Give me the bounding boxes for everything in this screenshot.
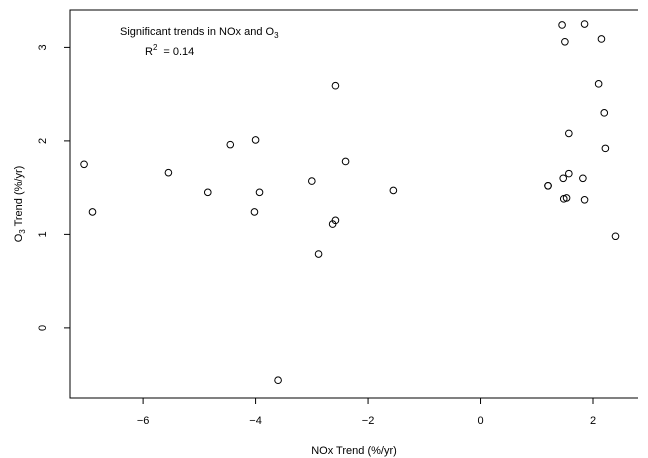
r-squared-value: = 0.14 xyxy=(163,46,194,58)
x-axis-title: NOx Trend (%/yr) xyxy=(311,445,397,457)
data-point xyxy=(255,188,264,197)
annotation-r-squared: R2 = 0.14 xyxy=(145,43,194,58)
y-axis-title-tail: Trend (%/yr) xyxy=(13,166,25,230)
annotation-title-subscript: 3 xyxy=(274,31,279,40)
data-point xyxy=(565,129,573,138)
data-point xyxy=(562,194,571,202)
data-point xyxy=(601,144,610,153)
data-point xyxy=(579,174,587,183)
annotation: Significant trends in NOx and O3 R2 = 0.1… xyxy=(120,26,279,58)
data-point xyxy=(308,177,316,185)
data-point xyxy=(314,250,323,258)
data-point xyxy=(561,37,569,46)
data-point xyxy=(611,232,620,241)
r-squared-superscript: 2 xyxy=(153,43,158,52)
y-tick-label: 1 xyxy=(37,231,49,237)
data-point xyxy=(558,21,566,29)
x-tick-label: −6 xyxy=(137,415,150,427)
y-axis-title-main: O xyxy=(13,233,25,242)
data-point xyxy=(226,140,235,149)
data-point xyxy=(544,181,552,190)
y-tick-label: 2 xyxy=(37,138,49,144)
data-point xyxy=(597,35,606,43)
data-point xyxy=(565,169,573,178)
r-squared-label: R xyxy=(145,46,153,58)
x-axis: −6 −4 −2 0 2 xyxy=(137,398,596,427)
x-tick-label: −2 xyxy=(362,415,375,427)
data-point xyxy=(251,136,260,144)
data-point xyxy=(274,376,282,385)
data-point xyxy=(203,188,212,197)
data-point xyxy=(580,195,589,204)
y-tick-label: 0 xyxy=(37,325,49,331)
annotation-title: Significant trends in NOx and O3 xyxy=(120,26,279,40)
data-point xyxy=(331,216,340,225)
y-axis-title-subscript: 3 xyxy=(18,229,27,234)
x-tick-label: 2 xyxy=(590,415,596,427)
annotation-title-text: Significant trends in NOx and O xyxy=(120,26,275,38)
data-point xyxy=(341,157,350,166)
data-point xyxy=(580,20,589,28)
x-tick-label: −4 xyxy=(249,415,262,427)
data-point xyxy=(389,186,398,195)
x-tick-label: 0 xyxy=(477,415,483,427)
y-axis: 0 1 2 3 xyxy=(37,44,70,331)
data-point xyxy=(80,160,88,169)
plot-frame xyxy=(69,9,638,399)
data-point xyxy=(594,80,603,88)
data-point xyxy=(164,168,173,177)
y-axis-title: O3 Trend (%/yr) xyxy=(13,166,27,243)
data-point xyxy=(600,109,609,117)
data-point xyxy=(331,81,340,90)
y-tick-label: 3 xyxy=(37,44,49,50)
data-points xyxy=(80,20,620,385)
data-point xyxy=(250,208,259,216)
data-point xyxy=(559,174,568,183)
data-point xyxy=(88,208,97,216)
